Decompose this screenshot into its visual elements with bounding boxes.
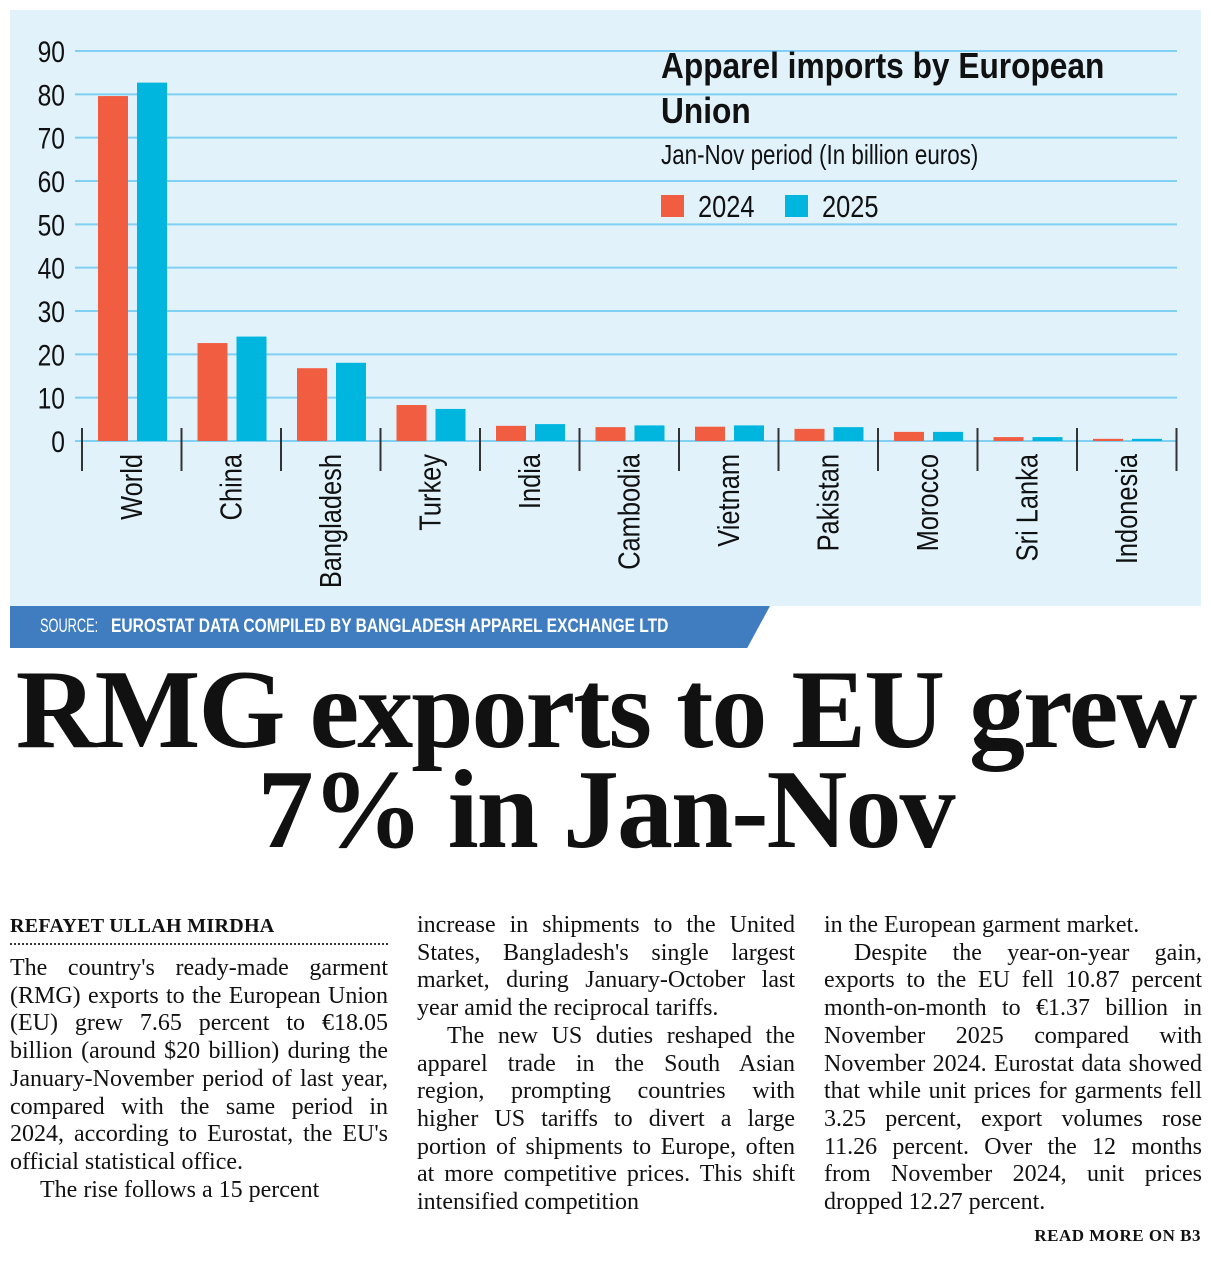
x-category-label: World [114,454,149,520]
headline: RMG exports to EU grew 7% in Jan-Nov [15,648,1197,872]
chart-title-line: Union [661,91,751,131]
read-more-link[interactable]: READ MORE ON B3 [1034,1226,1201,1245]
bar-2025 [535,424,565,441]
x-category-label: Sri Lanka [1010,454,1045,562]
chart-subtitle: Jan-Nov period (In billion euros) [661,140,978,171]
y-tick-label: 30 [38,295,65,329]
bar-2024 [396,405,427,441]
bar-2024 [297,368,327,441]
paragraph: in the European garment market. [824,912,1140,938]
bar-2025 [833,427,864,441]
chart-svg: 0 10 20 30 40 50 60 70 80 90 World China Bangladesh T… [38,35,1178,588]
y-tick-label: 20 [38,338,65,372]
byline-divider [10,943,388,945]
paragraph: increase in shipments to the United Stat… [417,912,795,1022]
legend-swatch-2025 [785,195,808,217]
source-banner: SOURCE: EUROSTAT DATA COMPILED BY BANGLA… [10,606,770,648]
bar-2024 [197,343,228,441]
y-tick-label: 0 [51,425,65,459]
bar-2024 [1093,438,1123,441]
x-category-label: China [214,454,249,521]
bar-2025 [1132,438,1162,441]
x-category-label: Bangladesh [313,454,348,588]
bar-2025 [734,425,764,441]
x-category-label: Indonesia [1109,454,1144,564]
legend-label: 2025 [822,190,879,225]
column-1: REFAYET ULLAH MIRDHA The country's ready… [10,912,388,1204]
legend-label: 2024 [698,190,755,225]
bar-2024 [496,425,526,441]
bar-2025 [1032,437,1063,441]
x-category-label: Vietnam [711,454,746,547]
source-prefix: SOURCE: [40,616,99,637]
legend-swatch-2024 [661,195,684,217]
x-category-label: Pakistan [811,454,846,551]
bar-2024 [894,431,924,441]
bar-2024 [794,428,825,441]
y-tick-label: 70 [38,121,65,155]
bar-2025 [137,82,167,441]
y-tick-label: 80 [38,78,65,112]
paragraph: The country's ready-made garment (RMG) e… [10,955,388,1175]
y-tick-label: 40 [38,251,65,285]
bar-2024 [695,426,725,441]
bar-2024 [98,96,128,442]
bar-2024 [993,437,1024,441]
x-category-label: Morocco [910,454,945,551]
y-tick-label: 60 [38,165,65,199]
paragraph: The rise follows a 15 percent [40,1176,320,1203]
bar-chart: 0 10 20 30 40 50 60 70 80 90 World China Bangladesh T… [10,10,1201,606]
column-2: increase in shipments to the United Stat… [417,912,795,1217]
x-category-label: Turkey [413,453,448,530]
x-category-label: India [512,454,547,509]
y-tick-label: 90 [38,35,65,69]
y-tick-label: 10 [38,381,65,415]
bar-2025 [435,408,466,441]
bar-2025 [236,336,267,441]
y-tick-label: 50 [38,208,65,242]
paragraph: The new US duties reshaped the apparel t… [417,1022,795,1216]
chart-title-line: Apparel imports by European [661,46,1104,86]
paragraph: Despite the year-on-year gain, exports t… [824,939,1202,1216]
bar-2025 [336,362,366,441]
bar-2024 [595,427,626,441]
x-category-label: Cambodia [612,454,647,570]
source-text: EUROSTAT DATA COMPILED BY BANGLADESH APP… [110,616,669,637]
byline: REFAYET ULLAH MIRDHA [10,915,275,937]
bar-2025 [634,425,665,441]
bar-2025 [933,431,963,441]
column-3: in the European garment market. Despite … [824,912,1202,1217]
